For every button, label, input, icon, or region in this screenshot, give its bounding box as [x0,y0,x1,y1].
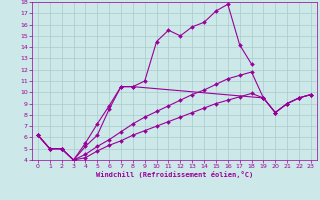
X-axis label: Windchill (Refroidissement éolien,°C): Windchill (Refroidissement éolien,°C) [96,171,253,178]
